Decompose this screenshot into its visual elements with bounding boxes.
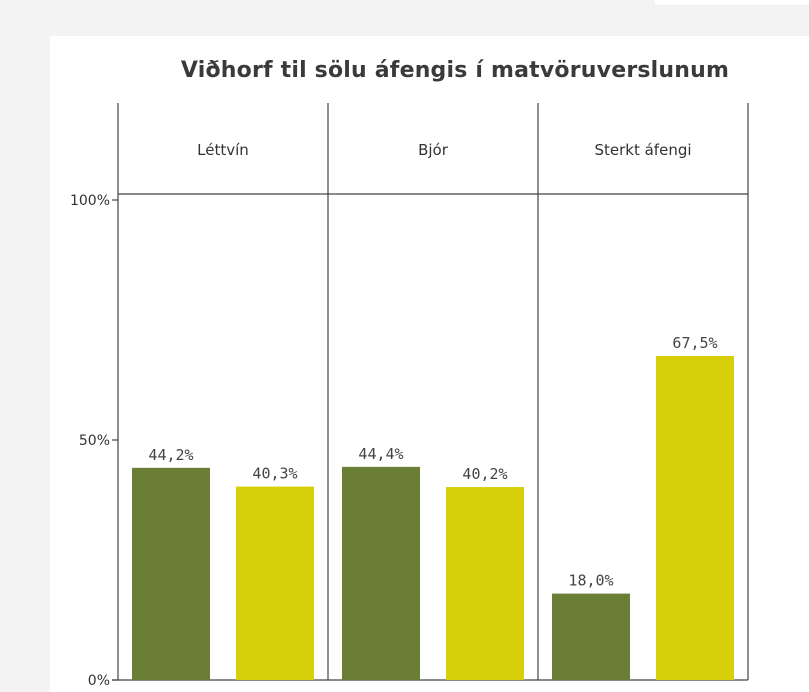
panel-label: Léttvín	[197, 141, 249, 159]
bar-value-label: 44,4%	[358, 445, 403, 463]
top-strip	[655, 0, 809, 5]
bar-value-label: 40,2%	[462, 465, 507, 483]
bar	[656, 356, 734, 680]
y-tick-label: 0%	[88, 673, 110, 689]
bar-value-label: 44,2%	[148, 446, 193, 464]
bar	[236, 486, 314, 680]
panel-label: Sterkt áfengi	[594, 141, 691, 159]
bar	[446, 487, 524, 680]
chart-title: Viðhorf til sölu áfengis í matvöruverslu…	[180, 58, 730, 83]
bar	[132, 467, 210, 680]
bar-value-label: 67,5%	[672, 334, 717, 352]
y-tick-label: 100%	[70, 193, 110, 209]
panel-label: Bjór	[418, 141, 449, 159]
bar-value-label: 40,3%	[252, 465, 297, 483]
y-tick-label: 50%	[79, 433, 110, 449]
bar-value-label: 18,0%	[568, 572, 613, 590]
bar	[552, 593, 630, 680]
bar	[342, 466, 420, 680]
